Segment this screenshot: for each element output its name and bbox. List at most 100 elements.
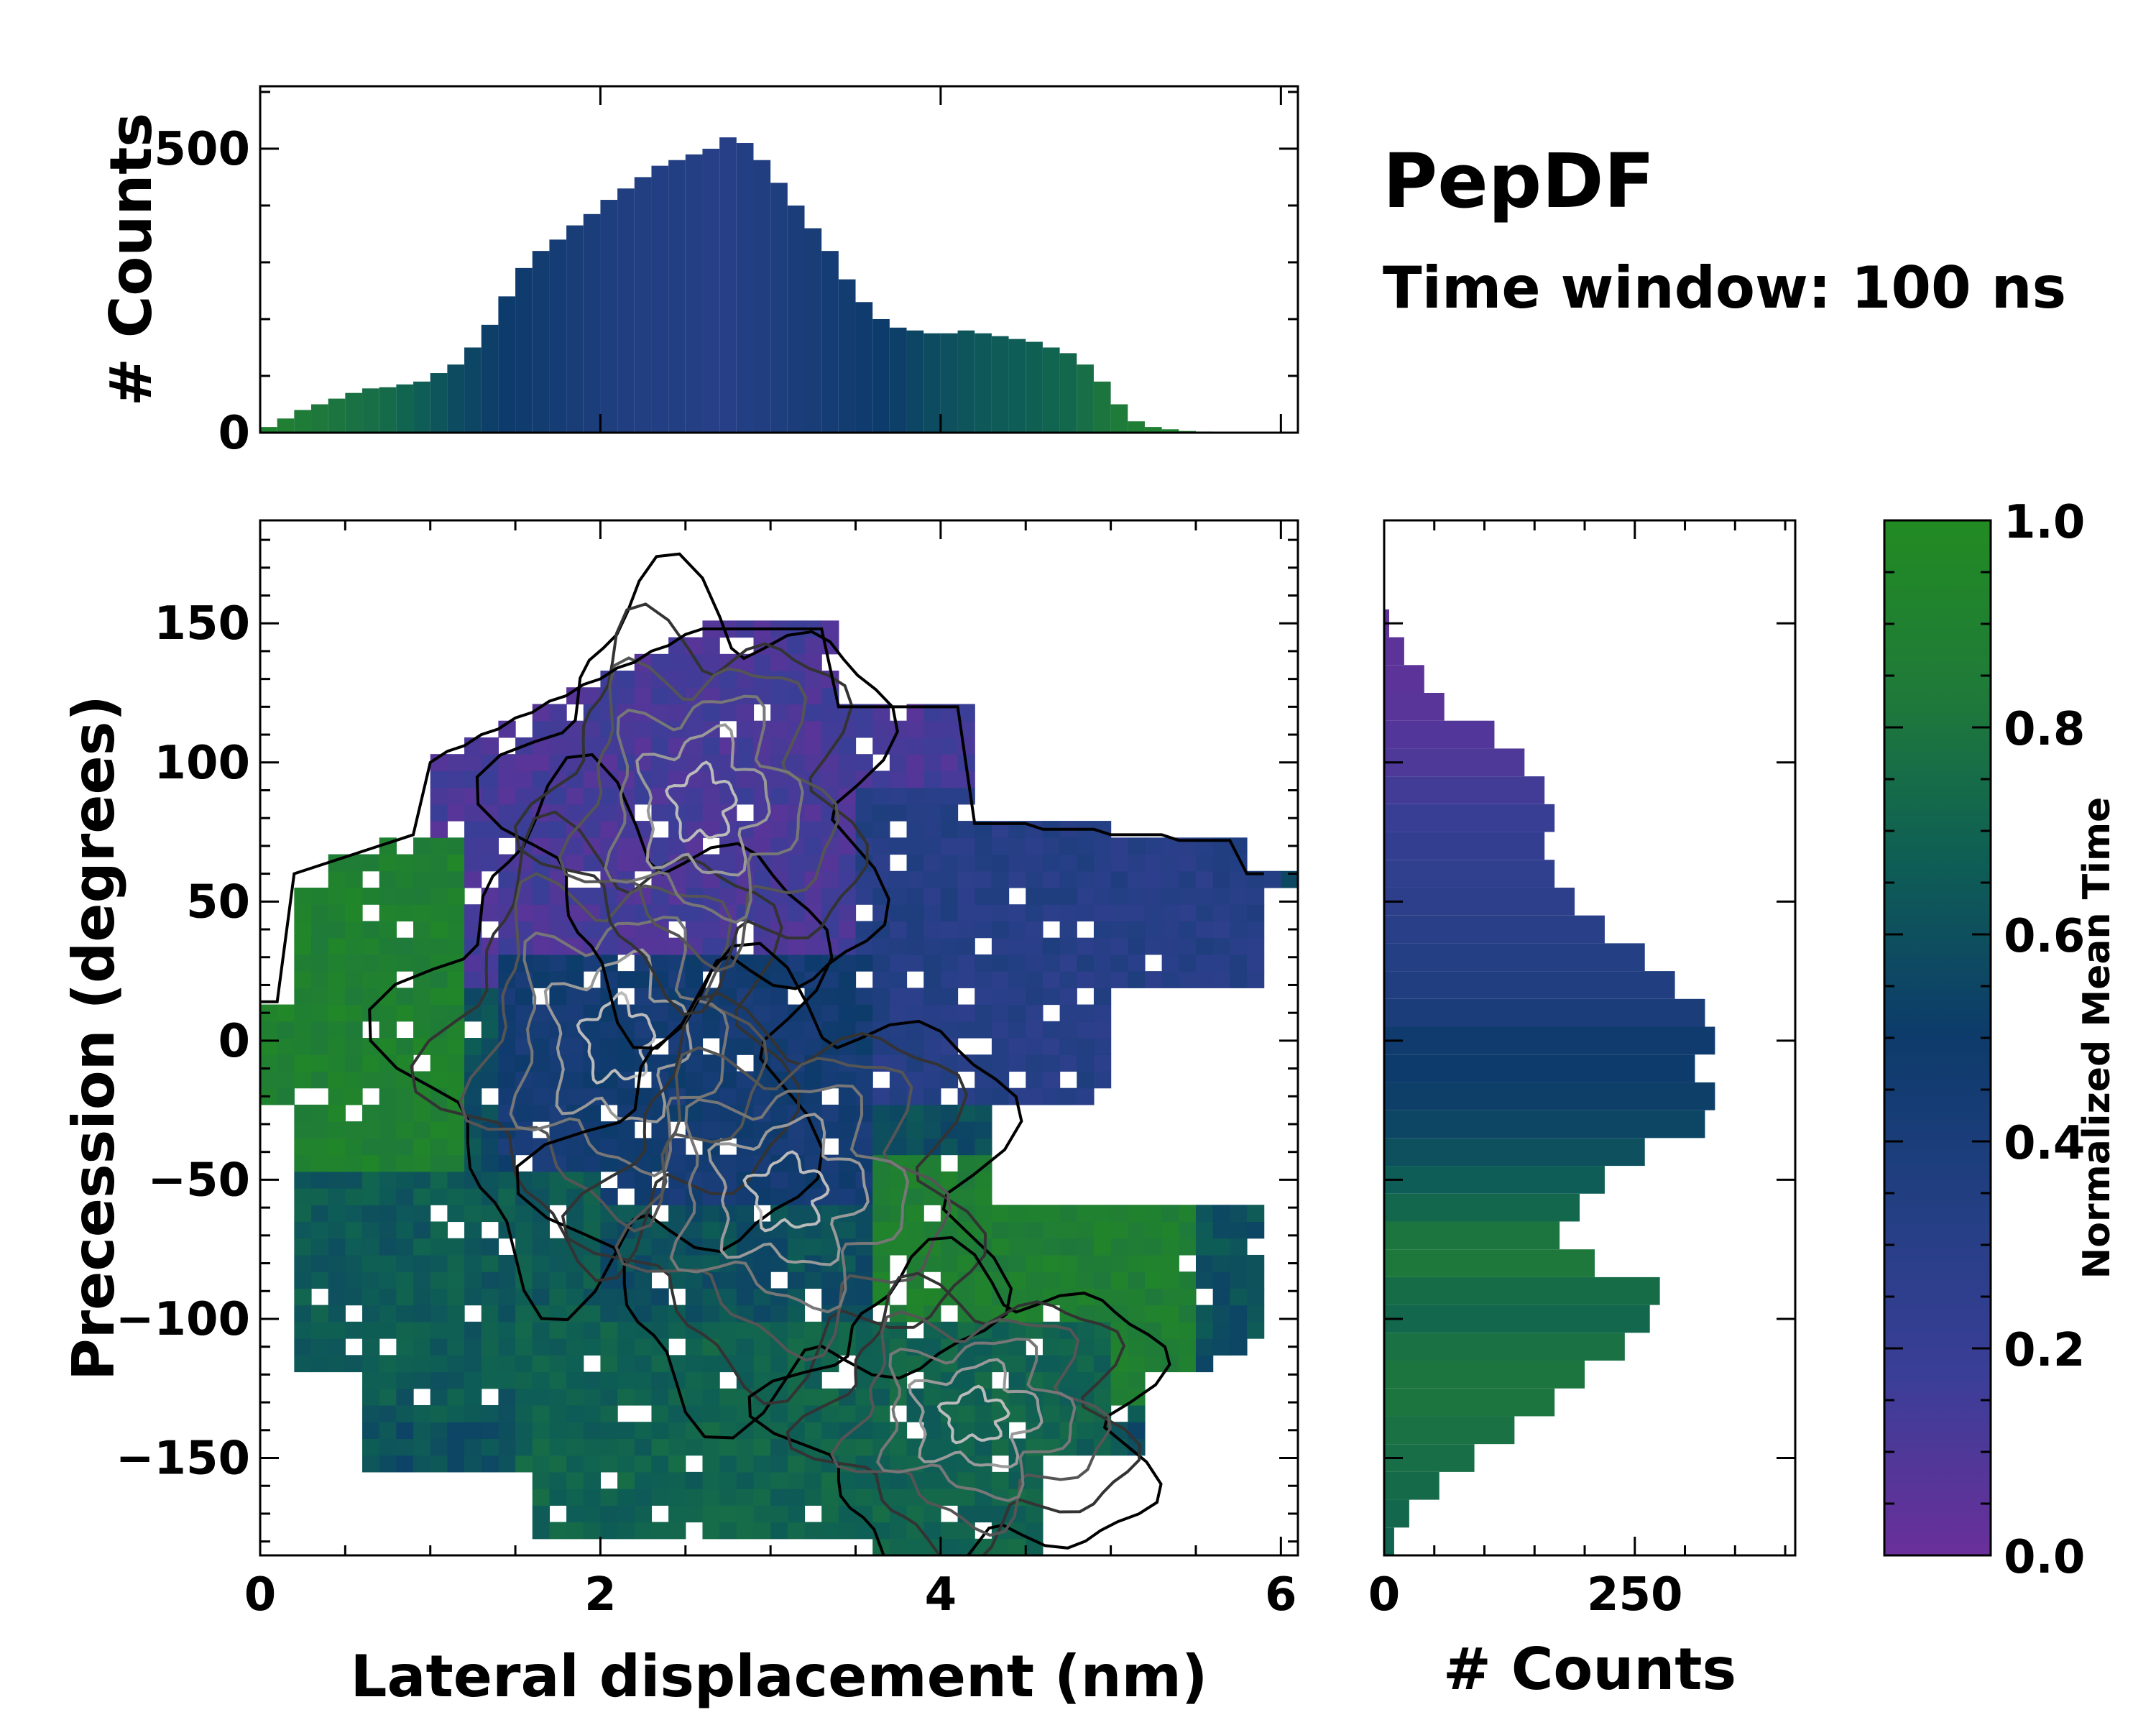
- heatmap-cell: [583, 954, 602, 972]
- heatmap-cell: [685, 671, 704, 688]
- heatmap-cell: [481, 954, 499, 972]
- heatmap-cell: [430, 1171, 448, 1189]
- heatmap-cell: [515, 1288, 533, 1306]
- heatmap-cell: [379, 1004, 397, 1022]
- heatmap-cell: [396, 1438, 414, 1456]
- heatmap-cell: [804, 1321, 822, 1339]
- heatmap-cell: [1042, 1087, 1061, 1105]
- heatmap-cell: [1008, 1238, 1026, 1256]
- heatmap-cell: [1008, 1538, 1026, 1555]
- heatmap-cell: [413, 921, 431, 939]
- heatmap-cell: [889, 1522, 908, 1540]
- heatmap-cell: [617, 1054, 635, 1072]
- heatmap-cell: [804, 720, 822, 738]
- heatmap-cell: [855, 1321, 873, 1339]
- heatmap-cell: [906, 1238, 924, 1256]
- heatmap-cell: [991, 821, 1010, 838]
- heatmap-cell: [906, 1138, 924, 1156]
- heatmap-cell: [991, 1489, 1010, 1506]
- heatmap-cell: [923, 1138, 941, 1156]
- heatmap-cell: [430, 1355, 448, 1373]
- heatmap-cell: [651, 770, 669, 788]
- top-histogram-bar: [838, 279, 856, 433]
- heatmap-cell: [975, 1138, 992, 1156]
- heatmap-cell: [1144, 937, 1163, 955]
- heatmap-cell: [294, 988, 312, 1006]
- heatmap-cell: [906, 787, 924, 805]
- heatmap-cell: [651, 937, 669, 955]
- density-contour: [830, 1310, 1112, 1537]
- heatmap-cell: [634, 904, 653, 922]
- heatmap-cell: [957, 1455, 975, 1473]
- heatmap-cell: [1059, 1271, 1077, 1289]
- heatmap-cell: [600, 1305, 618, 1322]
- heatmap-cell: [685, 971, 704, 988]
- heatmap-cell: [566, 988, 584, 1006]
- heatmap-cell: [566, 971, 584, 988]
- heatmap-cell: [566, 1288, 584, 1306]
- heatmap-xlabel: Lateral displacement (nm): [351, 1643, 1208, 1710]
- heatmap-cell: [634, 687, 653, 705]
- heatmap-cell: [532, 1004, 550, 1022]
- heatmap-cell: [821, 1288, 839, 1306]
- heatmap-cell: [651, 704, 669, 722]
- heatmap-cell: [787, 1021, 806, 1039]
- heatmap-cell: [1179, 887, 1197, 905]
- heatmap-cell: [702, 1171, 720, 1189]
- heatmap-cell: [651, 870, 669, 888]
- top-histogram-bar: [1026, 341, 1043, 433]
- heatmap-cell: [379, 1404, 397, 1422]
- heatmap-cell: [957, 954, 975, 972]
- heatmap-cell: [702, 1438, 720, 1456]
- heatmap-cell: [583, 854, 602, 872]
- heatmap-cell: [379, 1205, 397, 1223]
- heatmap-cell: [957, 1404, 975, 1422]
- density-contour: [368, 753, 834, 1322]
- heatmap-cell: [294, 937, 312, 955]
- heatmap-cell: [617, 1087, 635, 1105]
- heatmap-cell: [753, 1371, 771, 1389]
- heatmap-cell: [634, 1471, 653, 1489]
- heatmap-cell: [1110, 887, 1128, 905]
- heatmap-cell: [1144, 854, 1163, 872]
- heatmap-cell: [447, 1138, 465, 1156]
- heatmap-cell: [975, 1021, 992, 1039]
- right-histogram-frame: [1383, 519, 1797, 1557]
- heatmap-cell: [1042, 1071, 1061, 1089]
- heatmap-cell: [532, 770, 550, 788]
- heatmap-cell: [906, 1522, 924, 1540]
- heatmap-cell: [889, 937, 908, 955]
- heatmap-cell: [549, 1021, 567, 1039]
- heatmap-cell: [855, 1505, 873, 1523]
- heatmap-cell: [770, 1489, 788, 1506]
- heatmap-cell: [923, 704, 941, 722]
- heatmap-cell: [345, 904, 363, 922]
- heatmap-cell: [838, 1505, 857, 1523]
- heatmap-cell: [1212, 887, 1230, 905]
- heatmap-cell: [396, 937, 414, 955]
- heatmap-cell: [923, 1388, 941, 1406]
- heatmap-cell: [362, 1188, 380, 1205]
- heatmap-cell: [719, 1522, 737, 1540]
- heatmap-cell: [855, 1388, 873, 1406]
- heatmap-cell: [855, 1205, 873, 1223]
- density-contour: [513, 602, 869, 1016]
- heatmap-cell: [787, 937, 806, 955]
- heatmap-cell: [600, 1388, 618, 1406]
- heatmap-cell: [1212, 1271, 1230, 1289]
- heatmap-cell: [481, 1455, 499, 1473]
- heatmap-cell: [464, 1087, 482, 1105]
- heatmap-cell: [821, 770, 839, 788]
- density-contour: [742, 1150, 830, 1233]
- heatmap-cell: [804, 837, 822, 855]
- heatmap-cell: [1093, 954, 1112, 972]
- heatmap-cell: [600, 1455, 618, 1473]
- heatmap-cell: [532, 1455, 550, 1473]
- heatmap-cell: [940, 1221, 959, 1239]
- heatmap-cell: [1110, 837, 1128, 855]
- heatmap-cell: [1128, 1371, 1146, 1389]
- heatmap-cell: [770, 1054, 788, 1072]
- heatmap-cell: [685, 954, 704, 972]
- heatmap-cell: [1008, 1021, 1026, 1039]
- heatmap-cell: [975, 887, 992, 905]
